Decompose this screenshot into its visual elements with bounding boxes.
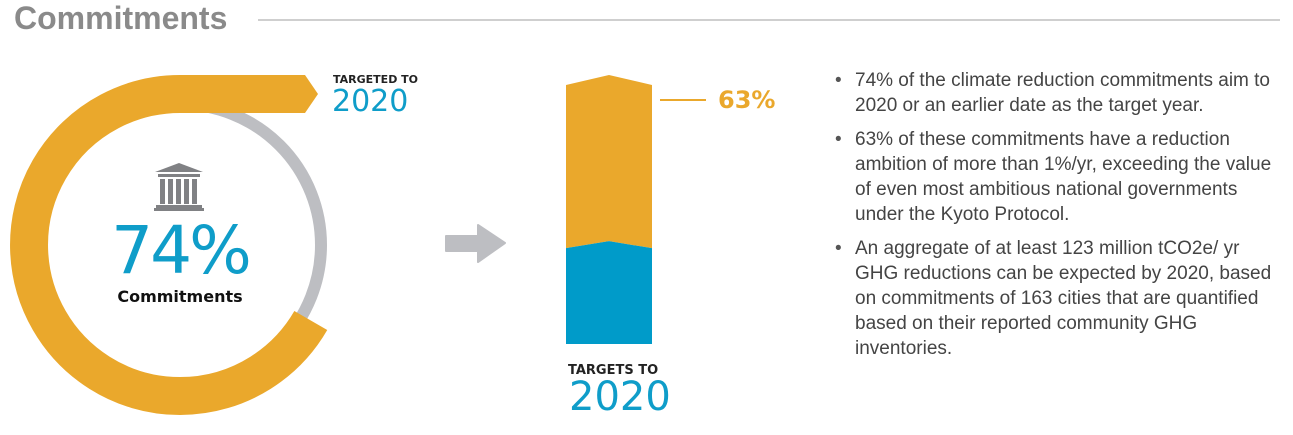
page-title: Commitments	[14, 0, 228, 36]
government-building-icon	[154, 163, 204, 211]
donut-annotation-label: TARGETED TO	[333, 73, 419, 86]
bar-caption-year: 2020	[569, 374, 671, 420]
title-divider	[258, 19, 1280, 21]
bullet-item: 74% of the climate reduction commitments…	[835, 68, 1285, 118]
donut-arrow-tip	[180, 75, 318, 113]
donut-value-label: 74%	[111, 212, 252, 289]
bar-caption: TARGETS TO	[568, 363, 659, 378]
arrow-right-icon	[445, 224, 506, 263]
donut-annotation-year: 2020	[332, 84, 409, 119]
donut-caption: Commitments	[117, 287, 243, 306]
bar-segment-above-1pct	[566, 75, 652, 249]
bullet-item: An aggregate of at least 123 million tCO…	[835, 236, 1285, 361]
bar-segment-other	[566, 241, 652, 344]
bullet-list: 74% of the climate reduction commitments…	[835, 68, 1285, 370]
bullet-item: 63% of these commitments have a reductio…	[835, 127, 1285, 227]
bar-highlight-label: 63%	[718, 86, 776, 114]
donut-value-arc	[10, 75, 328, 415]
